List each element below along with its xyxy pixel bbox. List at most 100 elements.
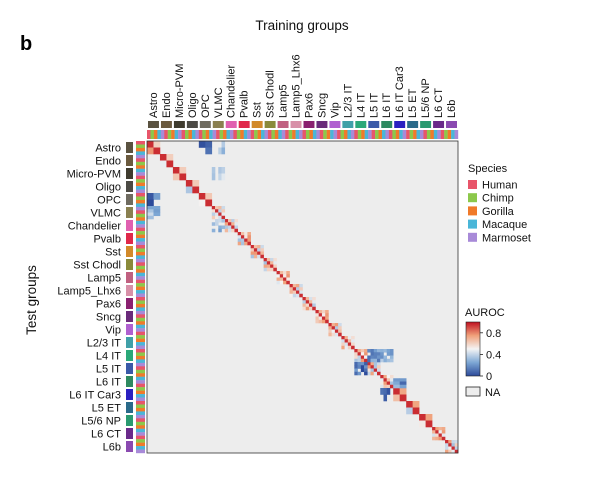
heatmap-cell-offdiag [367,349,371,353]
y-axis-title: Test groups [24,265,39,335]
left-species-stripe [136,432,145,436]
heatmap-cell-diag [270,258,274,262]
heatmap-cell-diag [454,440,459,444]
top-group-swatch [277,121,289,128]
y-tick-label: L5 IT [96,364,121,376]
heatmap-cell-diag [357,349,362,353]
heatmap-cell-offdiag [364,362,368,366]
top-species-stripe [437,130,441,139]
heatmap-cell-diag [305,303,310,308]
heatmap-cell-offdiag [357,365,362,369]
left-species-stripe [136,238,145,242]
top-species-stripe [444,130,448,139]
heatmap-cell-diag [302,303,307,308]
heatmap-cell-diag [441,433,446,438]
species-legend-label: Macaque [482,219,527,231]
colorbar-title: AUROC [465,307,505,319]
left-species-stripe [136,158,145,162]
heatmap-cell-diag [237,238,242,243]
top-species-stripe [299,130,303,139]
top-group-swatch [329,121,341,128]
top-group-swatch [186,121,198,128]
top-group-swatch [264,121,276,128]
top-species-stripe [250,130,255,139]
x-tick-label: Pvalb [239,90,251,118]
y-tick-label: Lamp5 [87,273,121,285]
top-species-stripe [419,130,424,139]
heatmap-cell-diag [227,225,232,230]
heatmap-cell-offdiag [373,349,378,353]
heatmap-cell-diag [435,433,439,438]
left-species-stripe [136,376,145,381]
heatmap-cell-diag [357,352,362,356]
heatmap-cell-diag [386,384,391,389]
left-species-stripe [136,390,145,395]
top-species-stripe [354,130,358,139]
heatmap-cell-diag [211,212,216,217]
top-group-swatch [160,121,172,128]
heatmap-cell-diag [286,280,290,285]
heatmap-cell-offdiag [383,358,388,363]
top-species-stripe [440,130,445,139]
left-species-stripe [136,248,145,253]
heatmap-cell-diag [279,280,284,285]
left-species-stripe [136,300,145,305]
species-legend-title: Species [468,163,508,175]
heatmap-cell-offdiag [360,362,365,366]
heatmap-cell-diag [266,267,271,272]
heatmap-cell-diag [211,215,216,220]
heatmap-cell-offdiag [211,173,216,181]
top-species-stripe [267,130,272,139]
heatmap-cell-offdiag [147,209,154,213]
heatmap-cell-offdiag [370,355,375,360]
top-species-stripe [402,130,407,139]
top-species-stripe [281,130,286,139]
top-species-stripe [295,130,300,139]
top-group-swatch [199,121,211,128]
heatmap-cell-diag [296,290,300,295]
top-species-stripe [153,130,158,139]
heatmap-cell-diag [406,407,413,415]
heatmap-cell-diag [286,277,290,282]
heatmap-cell-offdiag [373,358,378,363]
top-group-swatch [316,121,328,128]
heatmap-cell-diag [253,251,258,256]
heatmap-cell-diag [205,193,213,200]
heatmap-cell-diag [315,319,319,324]
heatmap-cell-diag [273,264,277,269]
heatmap-cell-diag [344,342,349,347]
heatmap-cell-diag [296,284,300,288]
top-species-stripe [333,130,338,139]
heatmap-cell-offdiag [211,222,216,226]
y-tick-label: Astro [95,143,121,155]
heatmap-cell-diag [231,219,235,223]
left-species-stripe [136,324,145,329]
left-species-stripe [136,407,145,412]
heatmap-cell-diag [276,280,281,285]
heatmap-cell-diag [244,235,248,239]
top-species-stripe [185,130,189,139]
left-species-stripe [136,258,145,263]
heatmap-cell-offdiag [364,371,368,376]
heatmap-cell-diag [224,222,229,226]
y-tick-label: Micro-PVM [67,169,121,181]
heatmap-cell-offdiag [389,358,394,363]
top-species-stripe [326,130,331,139]
heatmap-cell-diag [263,261,268,265]
heatmap-cell-diag [240,241,245,246]
x-tick-label: L6b [446,100,458,118]
heatmap-cell-diag [250,254,255,259]
heatmap-cell-diag [393,394,400,402]
heatmap-cell-diag [192,180,200,187]
left-species-stripe [136,231,145,235]
left-group-swatch [126,337,133,348]
y-tick-label: VLMC [90,208,121,220]
left-group-swatch [126,363,133,374]
heatmap-cell-diag [198,199,206,207]
left-species-stripe [136,394,145,398]
left-species-stripe [136,397,145,402]
top-species-stripe [254,130,258,139]
heatmap-cell-diag [441,430,446,434]
heatmap-cell-diag [386,375,391,379]
heatmap-cell-diag [179,173,187,181]
